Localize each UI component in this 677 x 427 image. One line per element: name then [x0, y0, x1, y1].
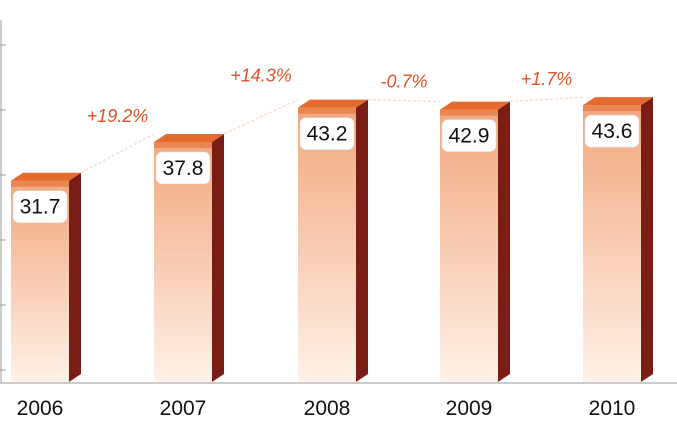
change-connector [223, 99, 299, 135]
bar-cap-band [11, 180, 69, 187]
change-connector [509, 96, 584, 103]
change-label: -0.7% [380, 72, 427, 92]
bar-top-cap [154, 133, 224, 142]
bar-top-cap [440, 101, 510, 110]
bar-side-face [356, 99, 368, 383]
bar-cap-band [298, 107, 356, 114]
change-label: +14.3% [230, 66, 292, 86]
change-label: +1.7% [521, 69, 573, 89]
x-tick-label: 2009 [446, 397, 493, 420]
x-tick-label: 2007 [160, 397, 207, 420]
change-connector [80, 133, 155, 174]
bar-side-face [212, 133, 224, 382]
value-label: 42.9 [449, 125, 490, 148]
value-label: 31.7 [20, 196, 61, 219]
value-label: 37.8 [163, 157, 204, 180]
bar-side-face [69, 172, 81, 382]
value-label: 43.2 [307, 123, 348, 146]
value-label-box [441, 119, 497, 152]
bar-top-cap [298, 99, 368, 108]
bar-2009 [440, 101, 510, 383]
change-label: +19.2% [87, 106, 149, 126]
bar-top-cap [583, 97, 653, 106]
x-tick-label: 2010 [589, 397, 636, 420]
bar-cap-band [440, 109, 498, 116]
x-tick-label: 2008 [304, 397, 351, 420]
bar-front-face [298, 107, 356, 383]
x-tick-label: 2006 [17, 397, 64, 420]
bar-top-cap [11, 172, 81, 181]
bar-cap-band [583, 105, 641, 112]
value-label-box [299, 117, 355, 150]
value-label-box [155, 151, 211, 185]
bar-front-face [440, 109, 498, 383]
value-label-box [12, 190, 68, 224]
value-label-box [584, 114, 640, 148]
bar-side-face [641, 97, 653, 382]
bar-side-face [498, 101, 510, 383]
value-label: 43.6 [592, 120, 633, 143]
bar-cap-band [154, 141, 212, 148]
bar-front-face [583, 105, 641, 382]
bar-2010 [583, 97, 653, 382]
change-connector [367, 99, 441, 103]
bar-2008 [298, 99, 368, 383]
